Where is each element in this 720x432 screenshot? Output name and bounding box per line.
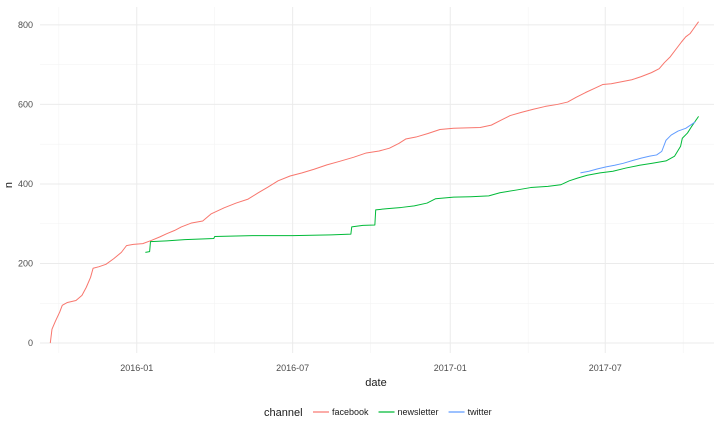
series-line-twitter — [580, 121, 696, 174]
y-tick-label: 800 — [18, 20, 33, 30]
y-axis-title: n — [3, 182, 15, 188]
y-axis-tick-labels: 0 200 400 600 800 — [18, 20, 33, 348]
y-tick-label: 400 — [18, 179, 33, 189]
series-lines — [49, 21, 699, 344]
legend-label-newsletter: newsletter — [398, 407, 439, 417]
y-tick-label: 600 — [18, 99, 33, 109]
legend-label-facebook: facebook — [332, 407, 369, 417]
x-tick-label: 2016-01 — [120, 363, 153, 373]
y-tick-label: 200 — [18, 259, 33, 269]
legend-items: facebook newsletter twitter — [313, 407, 492, 417]
legend: channel facebook newsletter twitter — [264, 407, 492, 419]
series-line-facebook — [49, 21, 699, 344]
legend-label-twitter: twitter — [468, 407, 492, 417]
x-axis-tick-labels: 2016-01 2016-07 2017-01 2017-07 — [120, 363, 621, 373]
series-line-newsletter — [145, 116, 699, 253]
y-tick-label: 0 — [28, 338, 33, 348]
x-tick-label: 2016-07 — [276, 363, 309, 373]
legend-title: channel — [264, 407, 303, 419]
minor-gridlines — [40, 7, 714, 353]
x-axis-title: date — [365, 377, 386, 389]
x-tick-label: 2017-01 — [434, 363, 467, 373]
x-tick-label: 2017-07 — [589, 363, 622, 373]
major-gridlines — [40, 7, 714, 353]
